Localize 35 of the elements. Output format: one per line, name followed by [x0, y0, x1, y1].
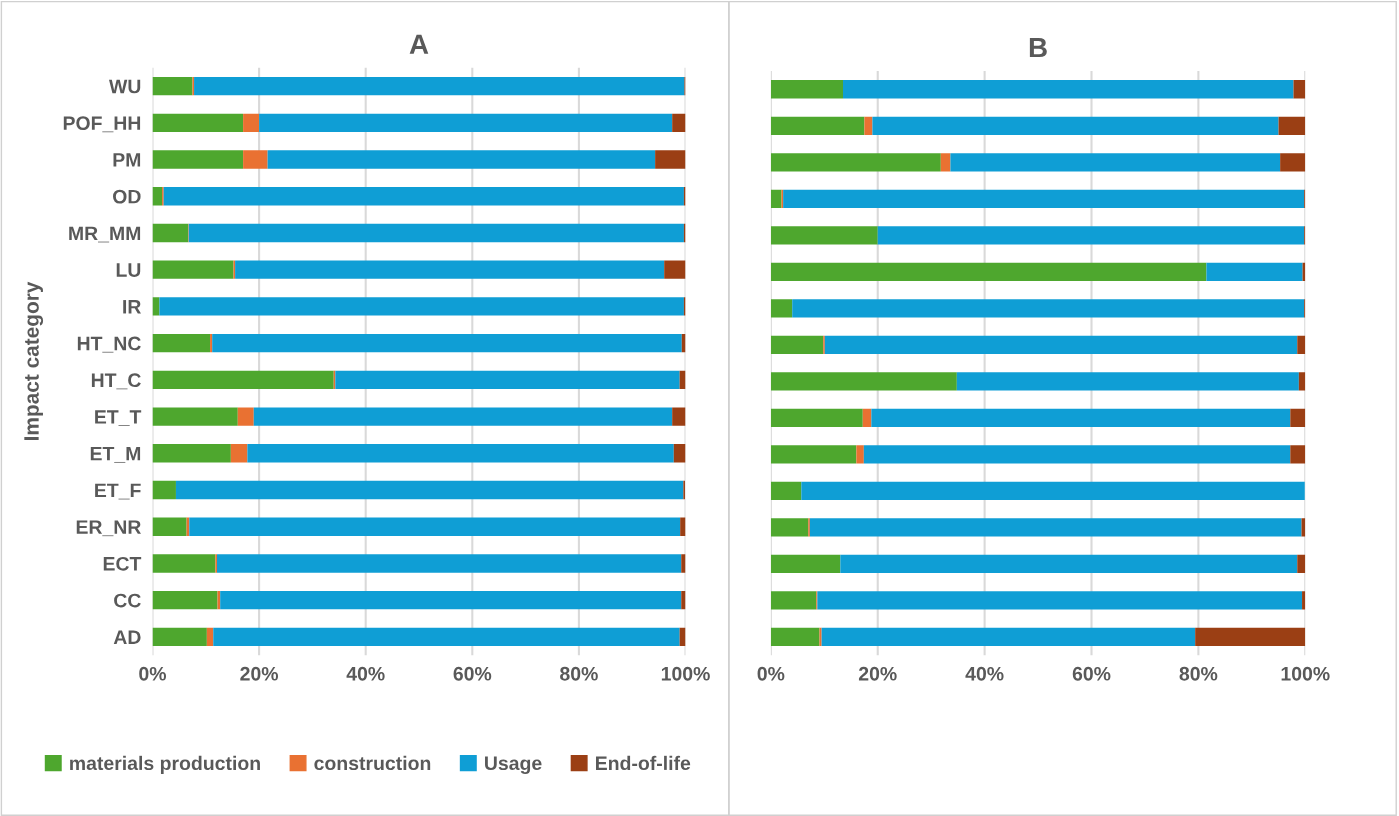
legend-label: construction	[314, 755, 431, 771]
y-tick-label: AD	[113, 630, 141, 644]
y-tick-label: LU	[116, 263, 141, 277]
x-tick-label: 60%	[1072, 666, 1111, 681]
y-tick-label: ECT	[103, 556, 142, 571]
legend-label: Usage	[485, 756, 542, 775]
x-tick-label: 60%	[453, 666, 492, 681]
y-tick-label: ET_F	[95, 483, 141, 500]
y-tick-label: MR_MM	[69, 226, 141, 243]
x-tick-label: 100%	[1281, 666, 1330, 681]
legend-label: End-of-life	[596, 755, 691, 771]
y-tick-label: ER_NR	[76, 520, 141, 537]
x-tick-label: 20%	[858, 666, 897, 681]
y-tick-label: WU	[109, 79, 141, 94]
x-tick-label: 100%	[661, 666, 710, 681]
y-axis-title: Impact category	[24, 281, 44, 440]
chart-title: A	[409, 34, 429, 54]
y-tick-label: HT_C	[91, 373, 141, 390]
x-tick-label: 0%	[139, 666, 167, 681]
y-tick-label: ET_T	[95, 410, 142, 426]
x-tick-label: 40%	[346, 666, 385, 681]
y-tick-label: ET_M	[90, 446, 141, 463]
x-tick-label: 80%	[1179, 666, 1218, 681]
y-tick-label: CC	[114, 593, 141, 608]
x-tick-label: 80%	[560, 666, 598, 681]
x-tick-label: 0%	[757, 666, 785, 681]
y-tick-label: OD	[113, 189, 141, 204]
chart-title: B	[1029, 37, 1047, 58]
y-tick-label: IR	[123, 300, 141, 314]
x-tick-label: 20%	[240, 666, 279, 681]
y-tick-label: PM	[113, 153, 141, 167]
y-tick-label: POF_HH	[63, 116, 141, 133]
x-tick-label: 40%	[965, 666, 1004, 681]
legend-label: materials production	[70, 755, 260, 774]
y-tick-label: HT_NC	[77, 336, 141, 353]
